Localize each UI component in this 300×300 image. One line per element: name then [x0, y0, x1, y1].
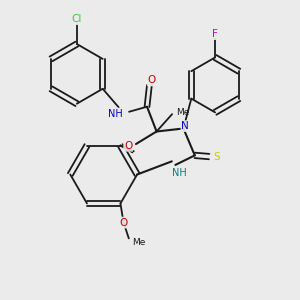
Text: F: F [212, 29, 218, 39]
Text: O: O [119, 218, 128, 228]
Text: NH: NH [172, 168, 186, 178]
Text: Me: Me [176, 108, 189, 117]
Text: S: S [213, 152, 220, 162]
Text: O: O [148, 75, 156, 85]
Text: O: O [124, 141, 132, 151]
Text: Me: Me [132, 238, 146, 247]
Text: Cl: Cl [72, 14, 82, 24]
Text: NH: NH [108, 109, 122, 118]
Text: N: N [182, 121, 189, 131]
